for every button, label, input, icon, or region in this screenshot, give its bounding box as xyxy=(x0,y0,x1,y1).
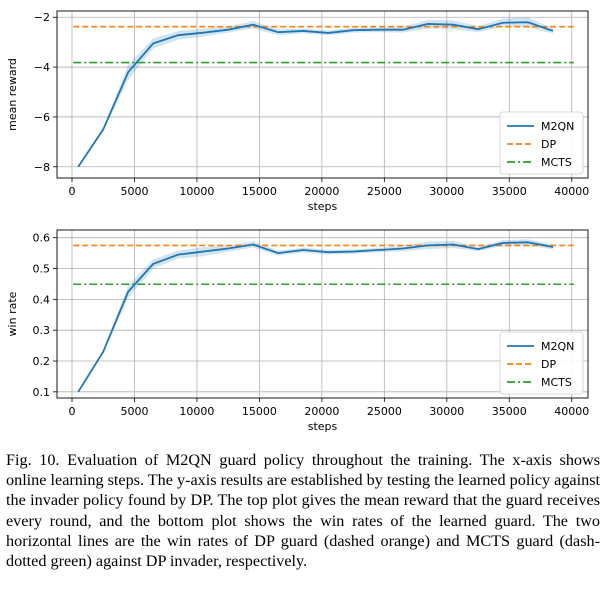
x-tick-label: 35000 xyxy=(492,405,527,418)
y-tick-label: 0.3 xyxy=(33,324,51,337)
x-tick-label: 20000 xyxy=(304,405,339,418)
x-tick-label: 5000 xyxy=(120,405,148,418)
x-tick-label: 0 xyxy=(68,405,75,418)
m2qn-confidence-band xyxy=(78,17,554,167)
y-tick-label: 0.5 xyxy=(33,263,51,276)
legend-box xyxy=(499,331,584,395)
m2qn-confidence-band xyxy=(78,239,554,392)
y-tick-label: −8 xyxy=(34,161,50,174)
y-tick-label: 0.1 xyxy=(33,386,51,399)
y-tick-label: −2 xyxy=(34,11,50,24)
x-tick-label: 30000 xyxy=(429,185,464,198)
x-tick-label: 15000 xyxy=(242,405,277,418)
legend-entry: DP xyxy=(541,138,556,151)
legend-entry: MCTS xyxy=(541,376,572,389)
legend-entry: M2QN xyxy=(541,120,574,133)
legend: M2QN DP MCTS xyxy=(499,111,584,175)
x-tick-label: 15000 xyxy=(242,185,277,198)
x-tick-label: 10000 xyxy=(179,405,214,418)
top-plot-mean-reward: 0 5000 10000 15000 20000 25000 30000 35000 40000… xyxy=(6,10,589,213)
x-tick-label: 20000 xyxy=(304,185,339,198)
legend-entry: DP xyxy=(541,358,556,371)
y-tick-label: 0.6 xyxy=(33,232,51,245)
x-tick-label: 40000 xyxy=(554,405,589,418)
y-tick-label: −6 xyxy=(34,111,50,124)
axes-frame xyxy=(56,229,589,399)
x-axis-label: steps xyxy=(308,420,338,433)
x-tick-label: 25000 xyxy=(367,185,402,198)
m2qn-series-line xyxy=(77,241,554,393)
x-tick-label: 0 xyxy=(68,185,75,198)
y-tick-label: 0.4 xyxy=(33,293,51,306)
bottom-plot-win-rate: 0 5000 10000 15000 20000 25000 30000 35000 40000… xyxy=(6,229,589,433)
y-tick-label: −4 xyxy=(34,61,50,74)
figure-caption: Fig. 10. Evaluation of M2QN guard policy… xyxy=(6,451,600,571)
x-tick-label: 35000 xyxy=(492,185,527,198)
x-tick-label: 5000 xyxy=(120,185,148,198)
x-tick-label: 10000 xyxy=(179,185,214,198)
axes-frame xyxy=(56,10,589,179)
figure: 0 5000 10000 15000 20000 25000 30000 35000 40000… xyxy=(6,10,589,433)
legend: M2QN DP MCTS xyxy=(499,331,584,395)
y-tick-label: 0.2 xyxy=(33,355,51,368)
legend-box xyxy=(499,111,584,175)
m2qn-series-line xyxy=(77,21,554,168)
x-axis-label: steps xyxy=(308,200,338,213)
y-axis-label: mean reward xyxy=(6,58,19,131)
legend-entry: MCTS xyxy=(541,156,572,169)
y-axis-label: win rate xyxy=(6,291,19,336)
x-tick-label: 25000 xyxy=(367,405,402,418)
x-tick-label: 30000 xyxy=(429,405,464,418)
legend-entry: M2QN xyxy=(541,340,574,353)
x-tick-label: 40000 xyxy=(554,185,589,198)
